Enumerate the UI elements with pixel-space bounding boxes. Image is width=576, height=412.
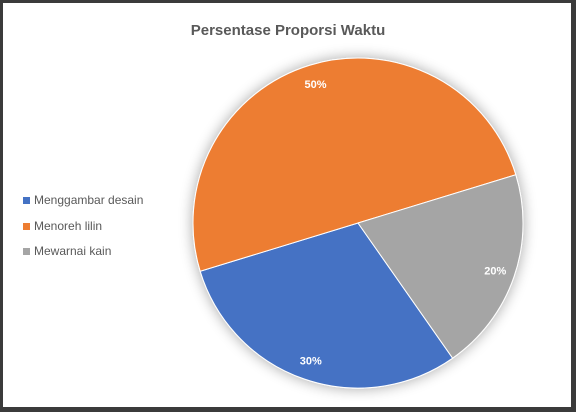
pie-slice-menoreh-lilin xyxy=(192,57,517,272)
data-label-menoreh-lilin: 50% xyxy=(305,79,327,91)
legend-swatch-menoreh-lilin xyxy=(23,222,30,230)
legend-swatch-menggambar-desain xyxy=(23,196,30,204)
legend-item-menggambar-desain: Menggambar desain xyxy=(23,192,143,208)
data-label-mewarnai-kain: 20% xyxy=(484,265,506,277)
legend-label-mewarnai-kain: Mewarnai kain xyxy=(34,244,112,258)
chart-title: Persentase Proporsi Waktu xyxy=(190,22,386,39)
data-label-menggambar-desain: 30% xyxy=(300,355,322,367)
legend-label-menggambar-desain: Menggambar desain xyxy=(34,193,144,207)
legend-item-mewarnai-kain: Mewarnai kain xyxy=(23,243,111,259)
legend-swatch-mewarnai-kain xyxy=(23,247,30,255)
pie-slice-mewarnai-kain xyxy=(357,174,524,359)
legend-item-menoreh-lilin: Menoreh lilin xyxy=(23,218,102,234)
pie-slice-menggambar-desain xyxy=(199,222,454,389)
legend-label-menoreh-lilin: Menoreh lilin xyxy=(34,219,103,233)
legend: Menggambar desain Menoreh lilin Mewarnai… xyxy=(18,185,152,263)
